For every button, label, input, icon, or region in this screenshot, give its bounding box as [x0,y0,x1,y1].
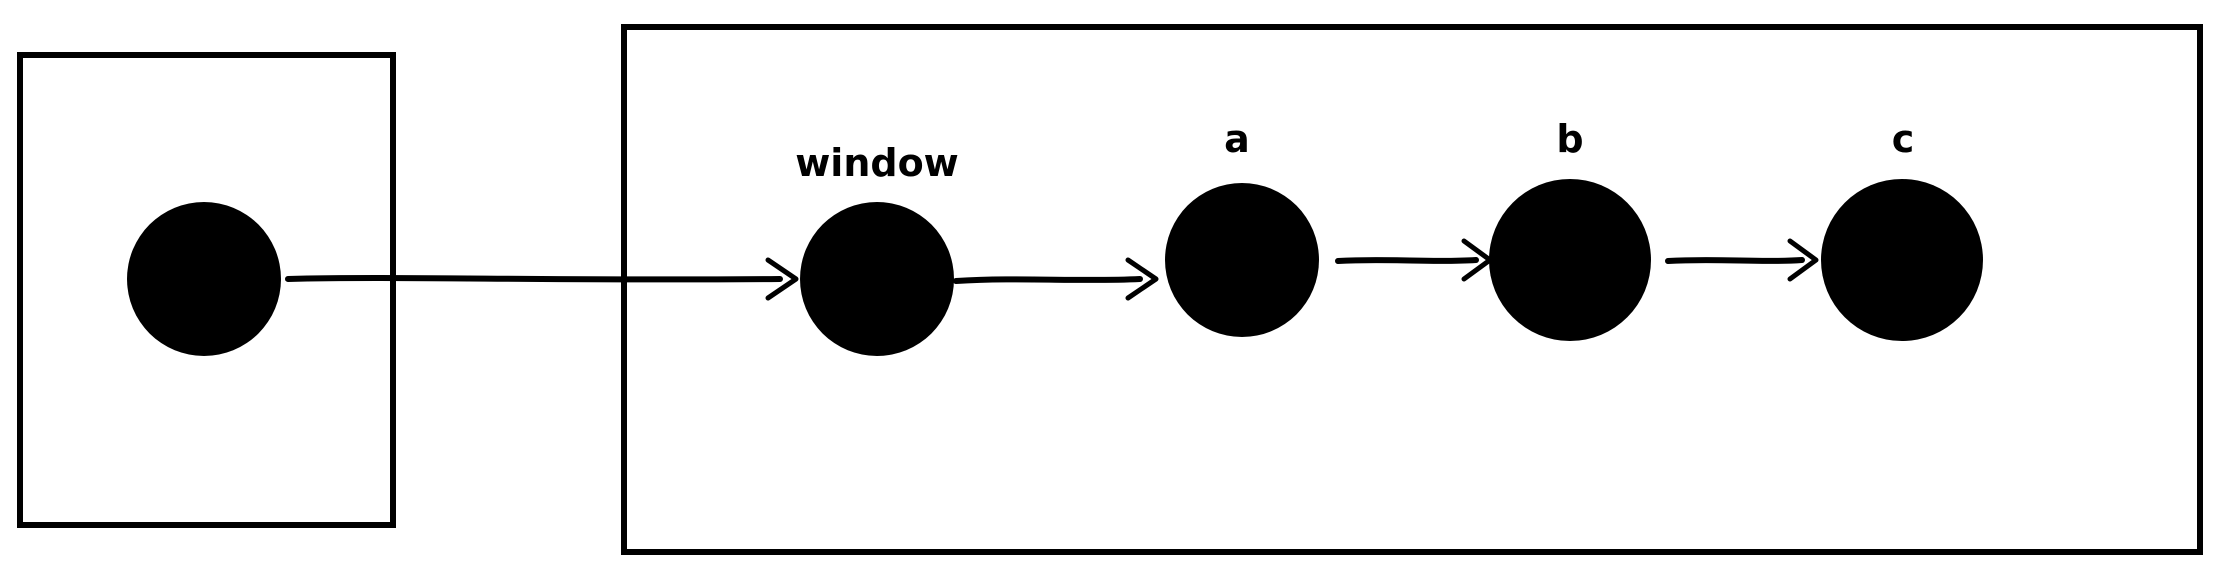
arrow-head [1787,238,1819,282]
node-label-c: c [1892,117,1915,161]
edge-origin-window [285,257,799,301]
edge-b-c [1665,238,1819,282]
left-frame [17,52,396,528]
edge-a-b [1335,238,1493,282]
node-label-a: a [1224,117,1250,161]
edge-line [1665,257,1805,264]
edge-line [1335,257,1479,264]
node-b [1489,179,1651,341]
arrow-head [765,257,799,301]
edge-line [953,276,1143,284]
node-origin [127,202,281,356]
node-c [1821,179,1983,341]
node-window [800,202,954,356]
edge-line [285,275,783,283]
node-label-window: window [795,141,959,185]
arrow-head [1125,257,1159,301]
node-label-b: b [1556,117,1583,161]
right-frame [621,24,2203,555]
edge-window-a [953,257,1159,301]
node-a [1165,183,1319,337]
